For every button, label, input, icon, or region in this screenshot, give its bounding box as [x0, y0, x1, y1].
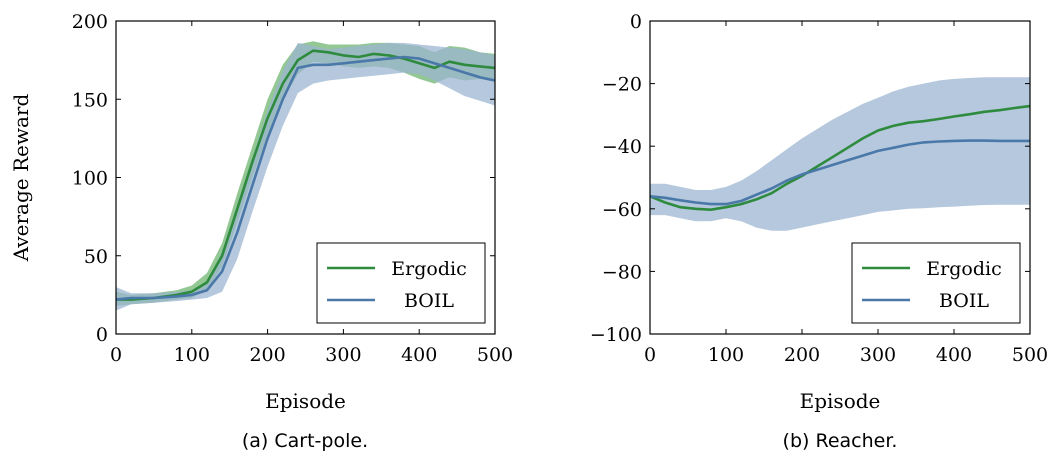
chart-cartpole: 0 100 200 300 400 500 0 50 100 150 200 Ergodic BOI… — [9, 11, 513, 452]
axis-ticks: 0 100 200 300 400 500 0 50 100 150 200 — [72, 11, 513, 366]
legend-label-ergodic: Ergodic — [391, 258, 466, 280]
legend: Ergodic BOIL — [316, 242, 486, 324]
x-tick-label: 500 — [1012, 344, 1048, 366]
series-line-boil — [115, 55, 496, 301]
x-tick-label: 100 — [708, 344, 744, 366]
y-tick-label: 0 — [630, 11, 642, 33]
series-lines — [649, 104, 1031, 211]
y-tick-label: −100 — [590, 324, 642, 346]
chart-reacher: 0 100 200 300 400 500 −100 −80 −60 −40 −20 0 Ergodi… — [590, 11, 1048, 452]
x-axis-label: Episode — [265, 389, 346, 413]
legend-label-boil: BOIL — [404, 290, 454, 312]
x-axis-label: Episode — [800, 389, 881, 413]
legend: Ergodic BOIL — [851, 242, 1021, 324]
y-tick-label: 150 — [72, 89, 108, 111]
y-tick-label: −80 — [602, 261, 642, 283]
legend-box — [851, 242, 1021, 324]
y-tick-label: 100 — [72, 168, 108, 190]
caption: (b) Reacher. — [783, 430, 898, 452]
x-tick-label: 0 — [110, 344, 122, 366]
y-tick-label: −20 — [602, 74, 642, 96]
caption: (a) Cart-pole. — [242, 430, 368, 452]
x-tick-label: 500 — [477, 344, 513, 366]
y-tick-label: 0 — [96, 324, 108, 346]
x-tick-label: 300 — [860, 344, 896, 366]
x-tick-label: 100 — [174, 344, 210, 366]
legend-box — [316, 242, 486, 324]
y-tick-label: −60 — [602, 199, 642, 221]
x-tick-label: 200 — [249, 344, 285, 366]
series-line-ergodic — [649, 104, 1031, 211]
series-line-boil — [649, 139, 1030, 206]
y-tick-label: −40 — [602, 136, 642, 158]
legend-label-ergodic: Ergodic — [926, 258, 1001, 280]
axis-ticks: 0 100 200 300 400 500 −100 −80 −60 −40 −20 0 — [590, 11, 1048, 366]
x-tick-label: 300 — [325, 344, 361, 366]
legend-label-boil: BOIL — [939, 290, 989, 312]
x-tick-label: 0 — [644, 344, 656, 366]
y-axis-label: Average Reward — [9, 94, 33, 263]
plot-frame — [649, 20, 1031, 335]
x-tick-label: 400 — [401, 344, 437, 366]
series-lines — [115, 49, 496, 301]
y-tick-label: 200 — [72, 11, 108, 33]
y-tick-label: 50 — [84, 246, 108, 268]
series-line-ergodic — [116, 49, 496, 301]
x-tick-label: 400 — [936, 344, 972, 366]
x-tick-label: 200 — [784, 344, 820, 366]
